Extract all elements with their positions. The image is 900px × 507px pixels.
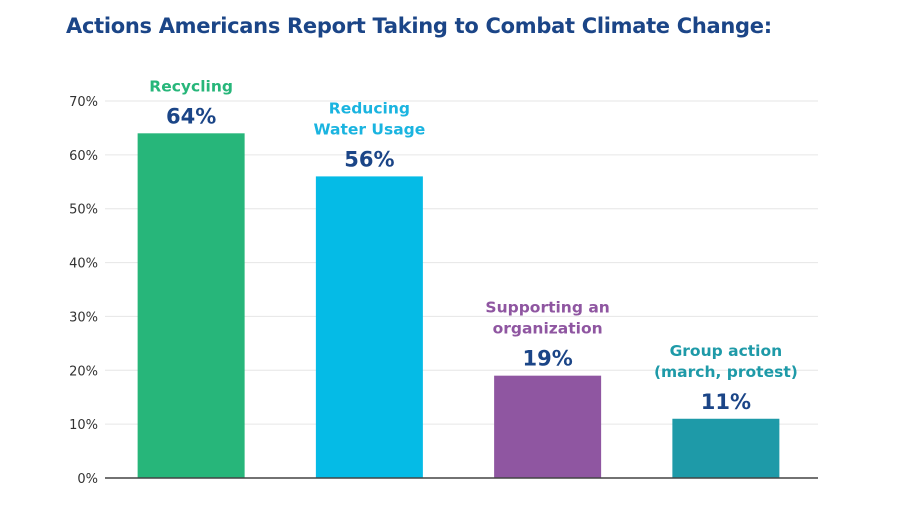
category-label: organization bbox=[493, 320, 603, 338]
category-label: Supporting an bbox=[485, 299, 609, 317]
value-label: 64% bbox=[166, 104, 216, 128]
y-tick-label: 70% bbox=[69, 95, 98, 110]
value-label: 56% bbox=[344, 147, 394, 171]
category-label: Group action bbox=[670, 342, 783, 360]
y-tick-label: 50% bbox=[69, 203, 98, 218]
bar bbox=[672, 418, 780, 478]
category-label: Water Usage bbox=[313, 120, 425, 138]
bar bbox=[494, 375, 602, 478]
value-label: 11% bbox=[701, 390, 751, 414]
bar bbox=[137, 133, 245, 479]
y-tick-label: 40% bbox=[69, 257, 98, 272]
chart-title: Actions Americans Report Taking to Comba… bbox=[66, 14, 772, 38]
bar bbox=[315, 176, 423, 478]
category-label: (march, protest) bbox=[654, 363, 798, 381]
category-label: Reducing bbox=[329, 99, 410, 117]
y-tick-label: 10% bbox=[69, 418, 98, 433]
value-label: 19% bbox=[522, 347, 572, 371]
category-label: Recycling bbox=[149, 77, 233, 95]
y-tick-label: 20% bbox=[69, 364, 98, 379]
y-tick-label: 0% bbox=[77, 472, 98, 487]
y-tick-label: 30% bbox=[69, 310, 98, 325]
y-tick-label: 60% bbox=[69, 149, 98, 164]
